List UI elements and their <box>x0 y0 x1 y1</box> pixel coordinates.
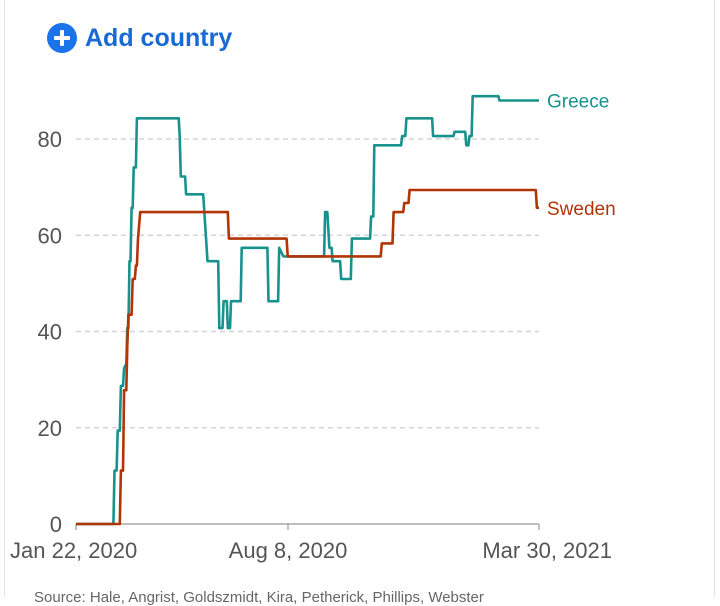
add-country-button[interactable]: Add country <box>47 22 232 54</box>
y-tick-label: 40 <box>38 320 62 345</box>
source-note: Source: Hale, Angrist, Goldszmidt, Kira,… <box>34 589 484 606</box>
add-country-label: Add country <box>85 23 233 52</box>
y-tick-label: 20 <box>38 416 62 441</box>
y-tick-label: 0 <box>50 512 62 537</box>
series-line-greece <box>76 94 539 526</box>
y-tick-label: 80 <box>38 127 62 152</box>
y-tick-label: 60 <box>38 223 62 248</box>
series-label-greece: Greece <box>547 92 609 113</box>
series-line-sweden <box>76 188 539 526</box>
x-tick-label: Mar 30, 2021 <box>482 538 612 563</box>
series-label-sweden: Sweden <box>547 199 616 220</box>
plus-circle-icon <box>47 23 77 53</box>
x-tick-label: Jan 22, 2020 <box>10 538 137 563</box>
x-tick-label: Aug 8, 2020 <box>229 538 348 563</box>
chart-frame <box>4 0 715 597</box>
